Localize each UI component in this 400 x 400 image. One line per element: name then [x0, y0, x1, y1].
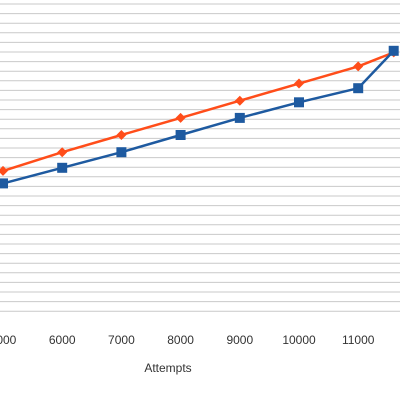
- series-1-point: [116, 130, 127, 141]
- series-1-point: [175, 112, 186, 123]
- series-2-point: [353, 83, 364, 94]
- x-tick-label: 7000: [108, 333, 135, 347]
- x-tick-label: 5000: [0, 333, 17, 347]
- series-2-point: [175, 130, 186, 140]
- x-tick-labels: 50006000700080009000100001100012000: [0, 333, 375, 347]
- series-2-point: [388, 45, 399, 56]
- series-line-2: [2, 49, 395, 185]
- series-2-point: [234, 112, 245, 123]
- x-tick-label: 6000: [49, 333, 76, 347]
- x-tick-label: 11000: [342, 333, 375, 347]
- x-axis-title: Attempts: [144, 361, 191, 375]
- gridlines: [0, 3, 400, 312]
- series-2-point: [294, 97, 304, 108]
- x-tick-label: 8000: [167, 333, 194, 347]
- series-1-point: [294, 78, 304, 89]
- series-1-point: [57, 147, 68, 158]
- series-1-point: [234, 95, 245, 106]
- series-1-point: [0, 165, 8, 176]
- x-tick-label: 10000: [282, 333, 316, 347]
- series-line-1: [2, 51, 395, 173]
- x-tick-label: 9000: [226, 333, 253, 347]
- series-2-point: [57, 162, 68, 173]
- series-1-point: [353, 61, 364, 72]
- series-2-point: [116, 147, 127, 158]
- series-layer: [0, 45, 399, 189]
- series-2-point: [0, 178, 8, 189]
